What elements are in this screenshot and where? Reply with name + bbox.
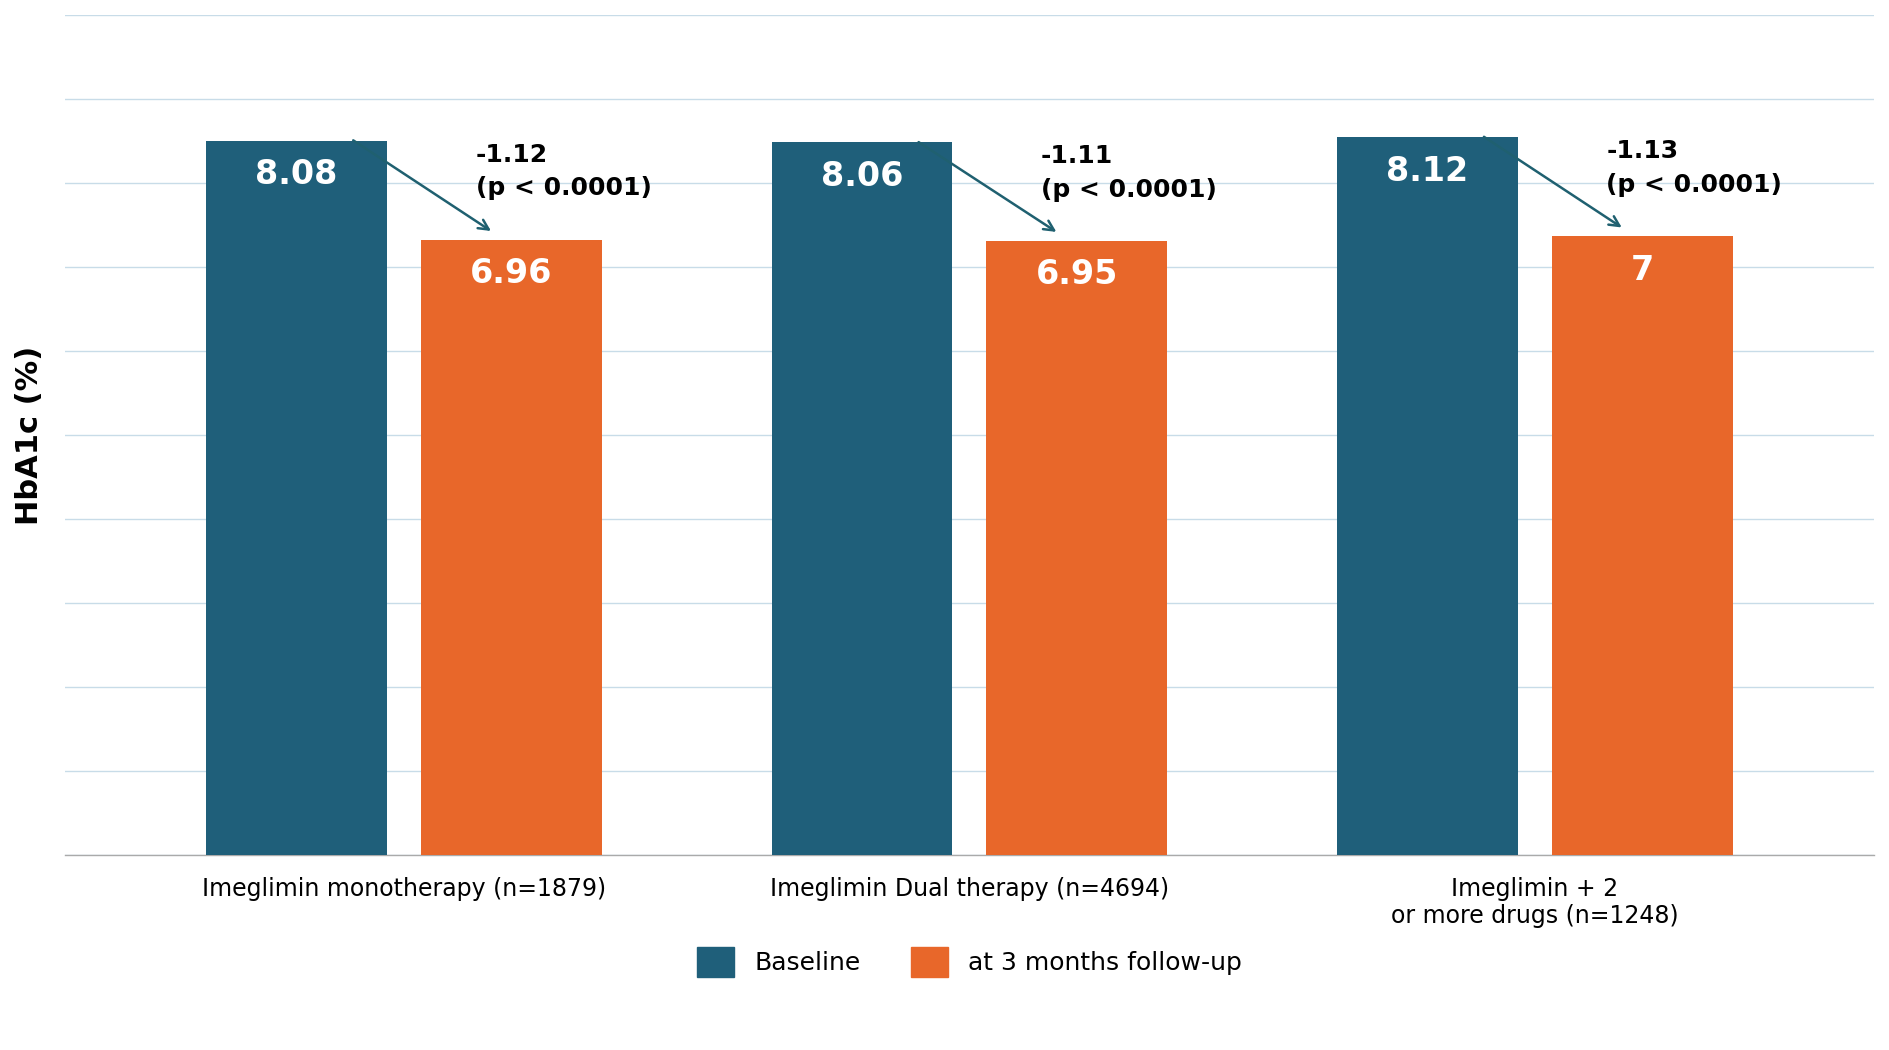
Bar bbox=[986, 240, 1167, 855]
Bar bbox=[1551, 236, 1732, 855]
Text: 6.95: 6.95 bbox=[1035, 258, 1118, 291]
Legend: Baseline, at 3 months follow-up: Baseline, at 3 months follow-up bbox=[697, 946, 1241, 978]
Bar bbox=[1337, 138, 1519, 855]
Text: -1.12
(p < 0.0001): -1.12 (p < 0.0001) bbox=[476, 143, 652, 201]
Text: 8.08: 8.08 bbox=[255, 159, 338, 191]
Bar bbox=[421, 239, 603, 855]
Text: 8.06: 8.06 bbox=[822, 160, 903, 193]
Text: 7: 7 bbox=[1630, 254, 1655, 287]
Bar bbox=[206, 141, 387, 855]
Text: -1.13
(p < 0.0001): -1.13 (p < 0.0001) bbox=[1606, 140, 1783, 196]
Bar bbox=[771, 143, 952, 855]
Text: 8.12: 8.12 bbox=[1387, 154, 1468, 188]
Text: -1.11
(p < 0.0001): -1.11 (p < 0.0001) bbox=[1041, 144, 1217, 202]
Y-axis label: HbA1c (%): HbA1c (%) bbox=[15, 345, 43, 525]
Text: 6.96: 6.96 bbox=[470, 257, 553, 290]
